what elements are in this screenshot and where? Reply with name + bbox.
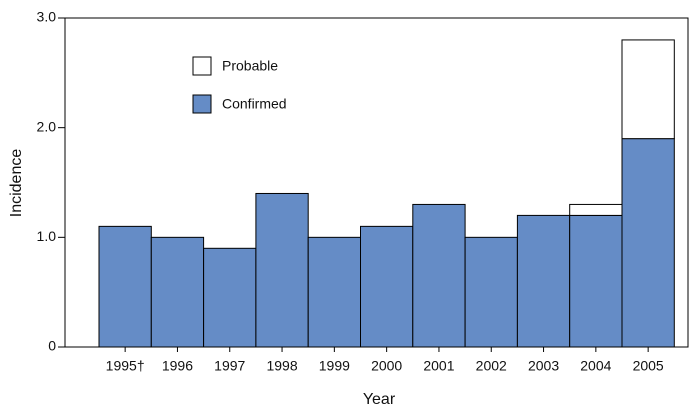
bar-segment xyxy=(360,225,414,348)
x-tick-label: 2002 xyxy=(476,358,507,374)
bar-segment xyxy=(412,203,466,348)
bar-segment xyxy=(464,236,518,348)
x-tick-label: 1998 xyxy=(266,358,297,374)
bar-segment xyxy=(98,225,152,348)
y-tick-label: 2.0 xyxy=(37,118,57,134)
legend-label: Confirmed xyxy=(222,96,287,112)
x-tick-label: 1995† xyxy=(106,358,145,374)
legend-swatch xyxy=(192,56,212,76)
x-tick-label: 2004 xyxy=(580,358,611,374)
y-tick-label: 1.0 xyxy=(37,228,57,244)
x-tick-label: 2000 xyxy=(371,358,402,374)
x-axis-label: Year xyxy=(363,391,396,408)
legend-swatch xyxy=(192,94,212,114)
x-tick-label: 1997 xyxy=(214,358,245,374)
y-tick-label: 0 xyxy=(48,338,56,354)
x-tick-label: 2005 xyxy=(633,358,664,374)
bar-segment xyxy=(621,39,675,140)
y-tick-label: 3.0 xyxy=(37,9,57,25)
x-tick-label: 2001 xyxy=(423,358,454,374)
bar-segment xyxy=(569,203,623,216)
x-tick-label: 2003 xyxy=(528,358,559,374)
bar-segment xyxy=(621,138,675,348)
bar-segment xyxy=(307,236,362,348)
legend-label: Probable xyxy=(222,58,278,74)
bar-segment xyxy=(255,192,309,348)
bar-segment xyxy=(150,236,205,348)
x-tick-label: 1999 xyxy=(319,358,350,374)
bar-segment xyxy=(203,247,257,348)
bar-segment xyxy=(569,214,623,348)
x-tick-label: 1996 xyxy=(162,358,193,374)
bar-segment xyxy=(516,214,571,348)
y-axis-label: Incidence xyxy=(8,149,25,218)
